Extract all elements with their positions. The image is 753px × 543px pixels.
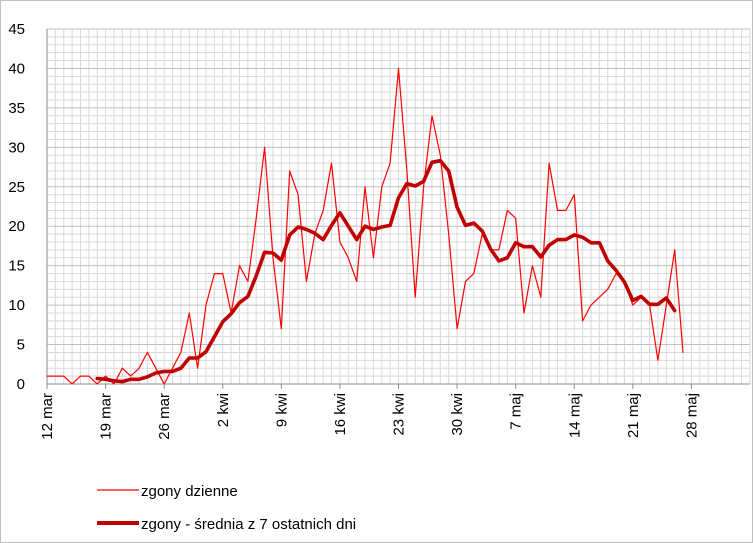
y-tick-label: 20 <box>8 218 25 235</box>
x-tick-label: 16 kwi <box>332 393 349 436</box>
y-tick-label: 45 <box>8 21 25 38</box>
y-tick-labels: 0 5 10 15 20 25 30 35 40 45 <box>8 21 25 393</box>
x-tick-label: 26 mar <box>156 393 173 440</box>
y-tick-label: 30 <box>8 139 25 156</box>
x-tick-label: 2 kwi <box>215 393 232 427</box>
x-tick-label: 23 kwi <box>391 393 408 436</box>
legend-label-daily: zgony dzienne <box>141 483 238 500</box>
y-tick-label: 10 <box>8 297 25 314</box>
series-line-average <box>95 158 677 384</box>
legend: zgony dzienne zgony - średnia z 7 ostatn… <box>97 483 356 533</box>
gridlines <box>47 28 751 384</box>
y-tick-label: 25 <box>8 179 25 196</box>
legend-label-average: zgony - średnia z 7 ostatnich dni <box>141 516 356 533</box>
x-tick-label: 7 maj <box>508 393 525 430</box>
x-tick-label: 12 mar <box>39 393 56 440</box>
x-tick-label: 19 mar <box>98 393 115 440</box>
y-tick-label: 15 <box>8 258 25 275</box>
y-tick-label: 35 <box>8 100 25 117</box>
x-tick-label: 21 maj <box>625 393 642 438</box>
x-tick-labels: 12 mar 19 mar 26 mar 2 kwi 9 kwi 16 kwi 23 kwi… <box>39 384 700 440</box>
y-tick-label: 0 <box>17 376 25 393</box>
x-tick-label: 14 maj <box>566 393 583 438</box>
x-tick-label: 28 maj <box>683 393 700 438</box>
x-tick-label: 9 kwi <box>273 393 290 427</box>
y-tick-label: 5 <box>17 337 25 354</box>
series-lines <box>46 67 684 385</box>
y-tick-label: 40 <box>8 60 25 77</box>
x-tick-label: 30 kwi <box>449 393 466 436</box>
